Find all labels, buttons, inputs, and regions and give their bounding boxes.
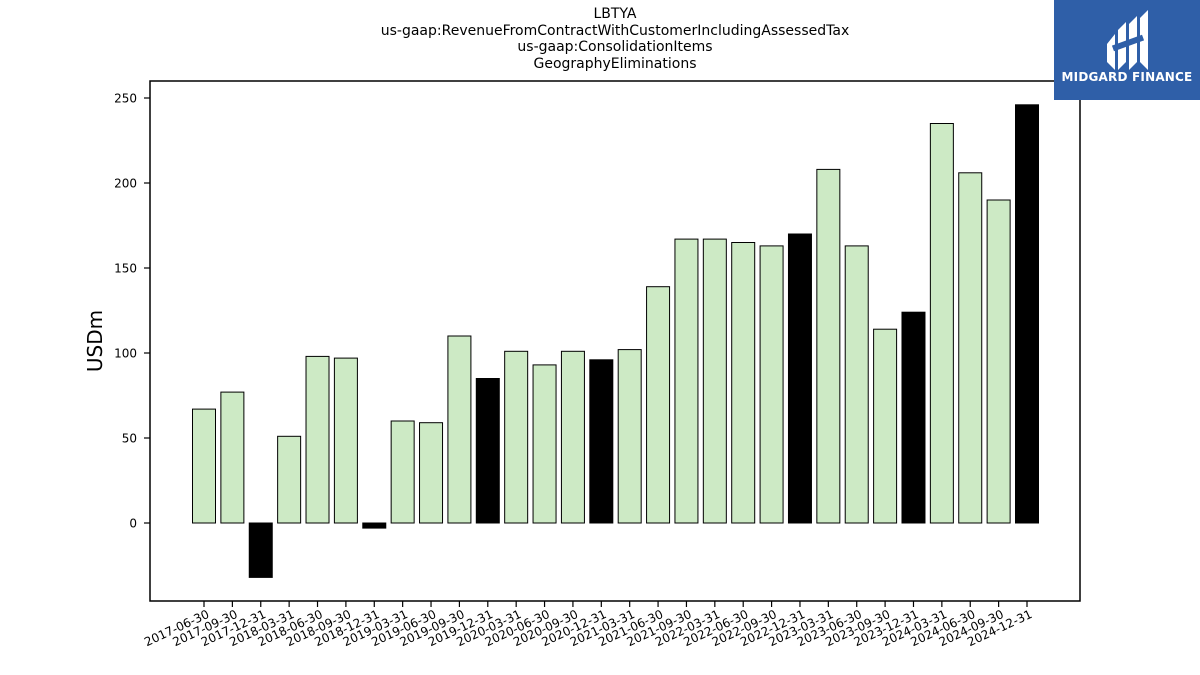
y-tick-label-0: 0 <box>129 517 137 531</box>
bar-2024-06-30 <box>958 172 983 524</box>
y-tick-label-250: 250 <box>114 92 137 106</box>
bar-2023-12-31 <box>901 311 926 524</box>
bar-2019-06-30 <box>419 422 444 524</box>
plot-frame <box>149 80 1081 602</box>
y-axis-label: USDm <box>83 310 107 372</box>
bar-2022-03-31 <box>702 238 727 524</box>
logo-emblem-icon <box>1107 10 1148 70</box>
bar-2022-06-30 <box>731 242 756 524</box>
bar-2023-06-30 <box>844 245 869 524</box>
bar-2018-06-30 <box>305 355 330 524</box>
chart-title-member: GeographyEliminations <box>533 55 697 72</box>
chart-title-axis: us-gaap:ConsolidationItems <box>517 39 713 55</box>
bar-2018-09-30 <box>333 357 358 524</box>
bar-2018-12-31 <box>362 522 387 529</box>
bar-2019-09-30 <box>447 335 472 524</box>
bar-2021-09-30 <box>674 238 699 524</box>
bar-2021-03-31 <box>617 349 642 524</box>
bar-2020-06-30 <box>532 364 557 524</box>
chart-title-concept: us-gaap:RevenueFromContractWithCustomerI… <box>380 22 850 39</box>
bar-2018-03-31 <box>277 435 302 524</box>
bar-2023-03-31 <box>816 168 841 524</box>
bar-2019-12-31 <box>475 378 500 524</box>
y-tick-label-200: 200 <box>114 177 137 191</box>
bar-2021-06-30 <box>646 286 671 524</box>
bar-2020-09-30 <box>560 350 585 524</box>
bar-2024-12-31 <box>1015 104 1039 524</box>
bar-2017-09-30 <box>220 391 245 524</box>
bar-2020-12-31 <box>589 359 614 524</box>
chart-title-ticker: LBTYA <box>593 6 637 22</box>
bar-2022-09-30 <box>759 245 784 524</box>
y-tick-label-150: 150 <box>114 262 137 276</box>
bar-2020-03-31 <box>504 350 529 524</box>
logo-wordmark: MIDGARD FINANCE <box>1061 70 1193 84</box>
bar-2019-03-31 <box>390 420 415 524</box>
bar-2017-12-31 <box>248 522 273 578</box>
bar-2022-12-31 <box>787 233 812 524</box>
bar-2017-06-30 <box>192 408 216 524</box>
bar-2024-03-31 <box>929 123 954 524</box>
y-tick-label-50: 50 <box>122 432 137 446</box>
bar-2023-09-30 <box>873 328 898 524</box>
y-tick-label-100: 100 <box>114 347 137 361</box>
chart-title-block: LBTYA us-gaap:RevenueFromContractWithCus… <box>0 6 1200 72</box>
midgard-finance-logo: MIDGARD FINANCE <box>1054 0 1200 100</box>
bar-2024-09-30 <box>986 199 1011 524</box>
